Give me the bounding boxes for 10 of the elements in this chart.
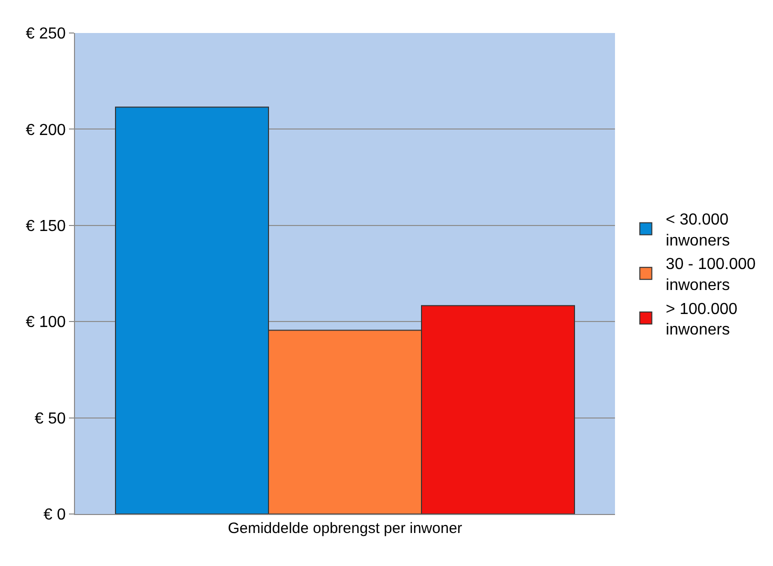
- y-tick-label: € 150: [26, 218, 66, 235]
- y-tick-label: € 200: [26, 122, 66, 139]
- y-tick-label: € 0: [44, 506, 66, 524]
- legend-label: < 30.000 inwoners: [666, 212, 730, 250]
- y-tick-label: € 250: [26, 26, 66, 43]
- y-tick-label: € 100: [26, 314, 66, 332]
- legend-label: > 100.000 inwoners: [666, 300, 738, 339]
- y-tick-label: € 50: [34, 410, 66, 428]
- legend-label: 30 - 100.000 inwoners: [666, 256, 756, 294]
- x-tick-label: Gemiddelde opbrengst per inwoner: [228, 520, 462, 537]
